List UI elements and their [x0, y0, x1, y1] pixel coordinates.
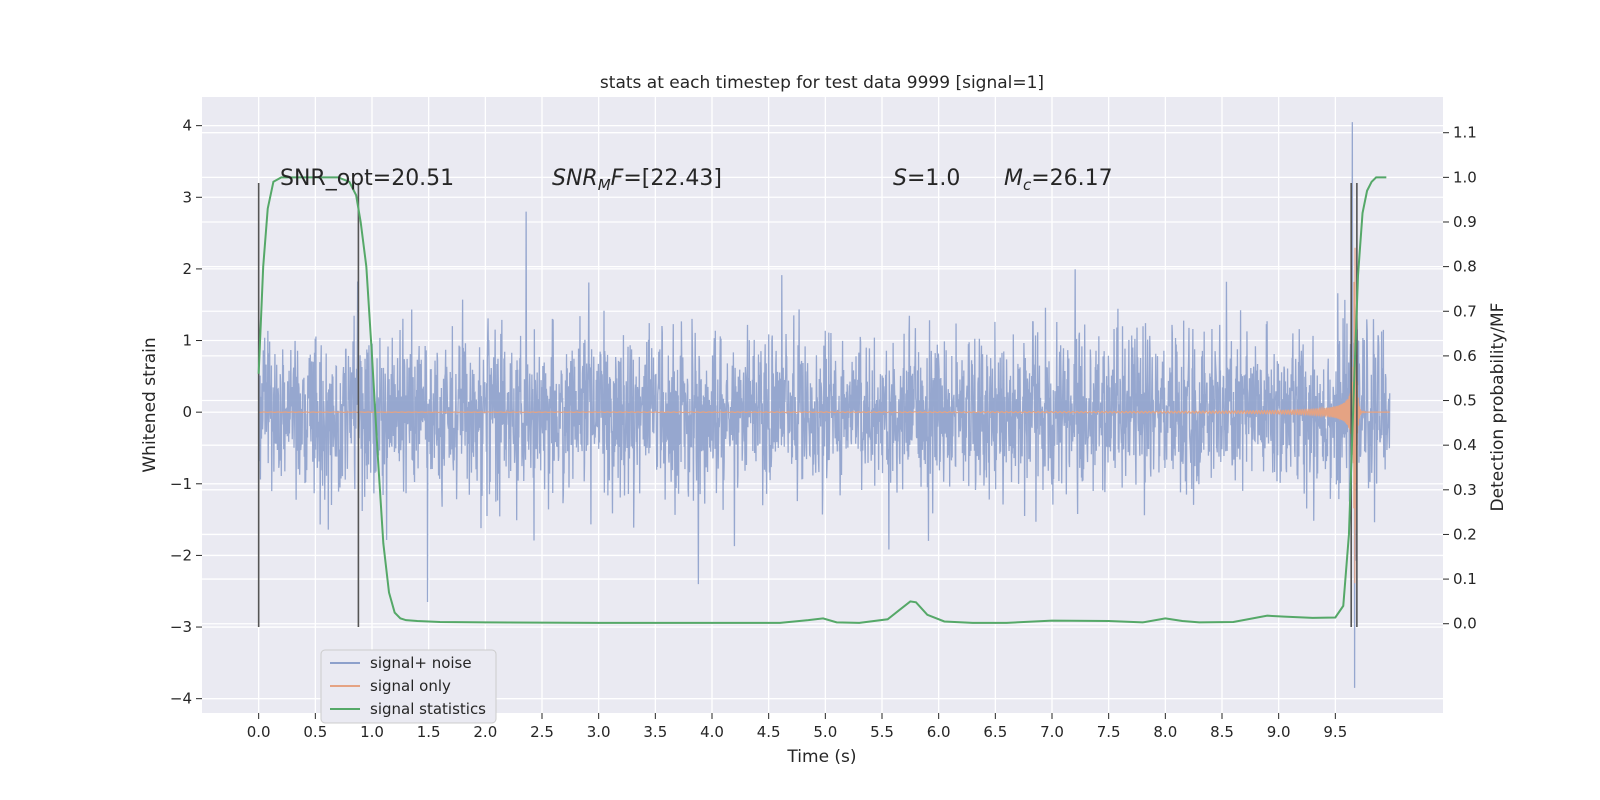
- snr-opt-annotation: SNR_opt=20.51: [280, 166, 454, 191]
- y2-tick-label: 0.3: [1453, 481, 1477, 499]
- x-tick-label: 5.5: [870, 723, 894, 741]
- x-tick-label: 7.0: [1040, 723, 1064, 741]
- signal-noise-series: [258, 122, 1391, 688]
- snr-mf-symbol: SNR: [552, 166, 598, 191]
- vertical-markers: [257, 182, 1358, 628]
- legend-box: [320, 649, 497, 724]
- x-tick-label: 5.0: [813, 723, 837, 741]
- y-tick-label: 4: [182, 117, 192, 135]
- legend-label-signal-statistics: signal statistics: [370, 700, 486, 718]
- x-tick-label: 8.0: [1153, 723, 1177, 741]
- signal-only-line: [258, 247, 1390, 584]
- mc-value: =26.17: [1031, 166, 1112, 191]
- chart-title: stats at each timestep for test data 999…: [600, 73, 1044, 93]
- snr-mf-symbol-f: F: [611, 166, 624, 191]
- y-tick-label: 3: [182, 188, 192, 206]
- x-tick-label: 2.5: [530, 723, 554, 741]
- x-tick-label: 1.0: [360, 723, 384, 741]
- s-value: =1.0: [907, 166, 960, 191]
- snr-mf-subscript: M: [598, 176, 611, 194]
- x-tick-label: 0.5: [303, 723, 327, 741]
- y2-tick-label: 0.7: [1453, 302, 1477, 320]
- snr-mf-value: =[22.43]: [623, 166, 722, 191]
- y2-axis-label: Detection probability/MF: [1488, 303, 1508, 512]
- y2-tick-label: 0.8: [1453, 258, 1477, 276]
- signal-statistics-series: [257, 176, 1387, 624]
- x-tick-label: 4.5: [757, 723, 781, 741]
- y-tick-label: −2: [170, 546, 192, 564]
- right-y-ticks: 0.0 0.1 0.2 0.3 0.4 0.5 0.6 0.7 0.8 0.9 1.0 1.1: [1443, 124, 1477, 633]
- x-tick-label: 9.5: [1323, 723, 1347, 741]
- mc-subscript: c: [1023, 176, 1032, 194]
- signal-only-series: [258, 247, 1390, 584]
- legend-label-signal-noise: signal+ noise: [370, 654, 472, 672]
- y2-tick-label: 0.6: [1453, 347, 1477, 365]
- x-ticks: 0.0 0.5 1.0 1.5 2.0 2.5 3.0 3.5 4.0 4.5 5.0 5.5 6.0 6…: [247, 713, 1347, 741]
- x-tick-label: 6.0: [927, 723, 951, 741]
- y-tick-label: 0: [182, 403, 192, 421]
- x-tick-label: 6.5: [983, 723, 1007, 741]
- y2-tick-label: 0.2: [1453, 525, 1477, 543]
- y-tick-label: −3: [170, 618, 192, 636]
- mc-symbol: M: [1004, 166, 1023, 191]
- y2-tick-label: 1.0: [1453, 168, 1477, 186]
- y2-tick-label: 0.9: [1453, 213, 1477, 231]
- snr-mf-annotation: SNRMF=[22.43]: [552, 166, 722, 194]
- x-tick-label: 3.5: [643, 723, 667, 741]
- signal-statistics-line: [257, 176, 1387, 624]
- legend: signal+ noise signal only signal statist…: [320, 649, 497, 724]
- x-tick-label: 9.0: [1267, 723, 1291, 741]
- x-tick-label: 8.5: [1210, 723, 1234, 741]
- x-tick-label: 7.5: [1097, 723, 1121, 741]
- y2-tick-label: 0.1: [1453, 570, 1477, 588]
- left-y-ticks: −4 −3 −2 −1 0 1 2 3 4: [170, 117, 202, 708]
- mc-annotation: Mc=26.17: [1004, 166, 1113, 194]
- x-tick-label: 0.0: [247, 723, 271, 741]
- y-tick-label: 1: [182, 332, 192, 350]
- x-tick-label: 2.0: [473, 723, 497, 741]
- s-annotation: S=1.0: [893, 166, 960, 191]
- y-tick-label: −1: [170, 475, 192, 493]
- x-tick-label: 1.5: [417, 723, 441, 741]
- x-axis-label: Time (s): [786, 747, 856, 767]
- s-symbol: S: [893, 166, 907, 191]
- x-tick-label: 4.0: [700, 723, 724, 741]
- y2-tick-label: 0.4: [1453, 436, 1477, 454]
- y-tick-label: −4: [170, 690, 192, 708]
- y-axis-label: Whitened strain: [140, 337, 160, 472]
- y2-tick-label: 0.5: [1453, 392, 1477, 410]
- legend-label-signal-only: signal only: [370, 677, 451, 695]
- y-tick-label: 2: [182, 260, 192, 278]
- y2-tick-label: 1.1: [1453, 124, 1477, 142]
- y2-tick-label: 0.0: [1453, 615, 1477, 633]
- signal-noise-line: [258, 122, 1391, 688]
- x-tick-label: 3.0: [587, 723, 611, 741]
